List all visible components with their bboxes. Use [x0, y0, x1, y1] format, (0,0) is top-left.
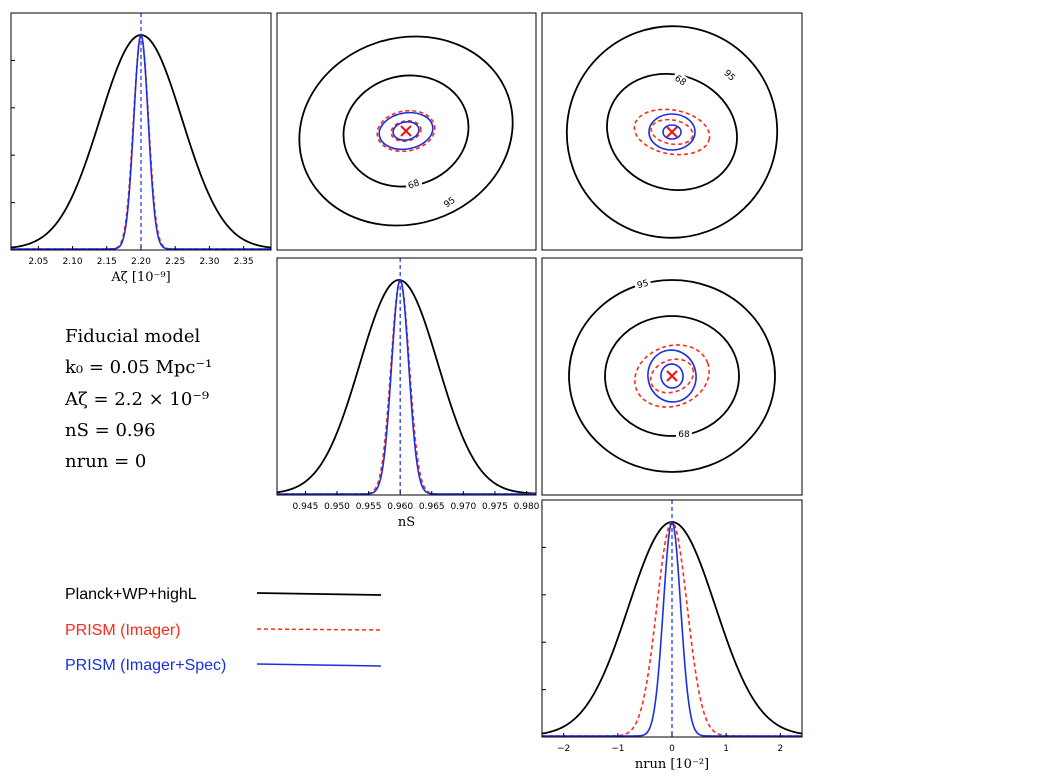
contour-label-95-c-bg — [633, 276, 652, 290]
panel-nrun-vs-ns: 68 95 — [568, 276, 776, 473]
contour-planck-95 — [298, 35, 514, 227]
fiducial-marker-ns-azeta — [400, 125, 412, 137]
frame-ns-azeta — [276, 12, 537, 251]
xtick-label-ns: 0.950 — [324, 502, 350, 512]
series-line-ns-planck — [276, 279, 537, 495]
fiducial-marker-stroke — [666, 126, 678, 138]
contour-label-68-a-bg — [404, 175, 423, 191]
contour-imager-68 — [650, 118, 694, 146]
contour-label-68-c: 68 — [678, 430, 690, 440]
xtick-label-a-zeta: 2.05 — [28, 257, 48, 267]
xtick-label-nrun: 0 — [669, 744, 675, 754]
legend-line-imager — [256, 628, 382, 631]
xlabel-nrun: nrun [10⁻²] — [635, 757, 709, 772]
contour-imager-95 — [633, 108, 711, 156]
fiducial-ns: nS = 0.96 — [65, 420, 156, 441]
xtick-label-a-zeta: 2.30 — [199, 257, 219, 267]
contour-label-95-c: 95 — [636, 279, 650, 292]
contour-planck-68 — [604, 315, 740, 437]
contour-label-95-a-bg — [439, 192, 459, 211]
xlabel-ns: nS — [398, 515, 415, 530]
xtick-label-ns: 0.975 — [482, 502, 508, 512]
contour-label-68-c-bg — [676, 428, 692, 438]
xlabel-a-zeta: Aζ [10⁻⁹] — [110, 270, 170, 285]
panel-a-zeta-marginal: 2.05 2.10 2.15 2.20 2.25 2.30 2.35 Aζ [10⁻⁹] — [10, 13, 272, 285]
contour-planck-95 — [565, 25, 779, 239]
series-line-ns-imager-spec — [277, 279, 536, 495]
contour-imager-spec-95 — [378, 111, 434, 151]
series-line-ns-imager — [277, 279, 536, 495]
legend-label-imager: PRISM (Imager) — [65, 622, 181, 639]
panel-nrun-vs-azeta: 68 95 — [565, 25, 779, 239]
contour-imager-spec-68 — [660, 363, 684, 389]
fiducial-heading: Fiducial model — [65, 326, 200, 347]
xtick-label-a-zeta: 2.25 — [165, 257, 185, 267]
contour-imager-68 — [390, 120, 422, 142]
fiducial-marker-stroke — [400, 125, 412, 137]
xtick-label-ns: 0.970 — [450, 502, 476, 512]
fiducial-nrun: nrun = 0 — [65, 451, 146, 472]
xtick-label-a-zeta: 2.20 — [131, 257, 151, 267]
xtick-label-a-zeta: 2.35 — [234, 257, 254, 267]
contour-label-68-a: 68 — [407, 178, 421, 191]
frame-nrun — [541, 499, 803, 738]
xtick-label-nrun: 2 — [777, 744, 783, 754]
fiducial-marker-stroke — [666, 370, 678, 382]
panel-ns-marginal: 0.945 0.950 0.955 0.960 0.965 0.970 0.975 0.980… — [276, 258, 540, 530]
contour-planck-68 — [606, 72, 738, 192]
contour-imager-spec-95 — [647, 349, 697, 403]
contour-planck-95 — [568, 279, 776, 473]
legend-label-imager-spec: PRISM (Imager+Spec) — [65, 657, 226, 674]
contour-label-95-b-bg — [721, 65, 740, 84]
xtick-label-a-zeta: 2.15 — [97, 257, 117, 267]
xtick-label-nrun: −2 — [557, 744, 570, 754]
xtick-label-nrun: −1 — [611, 744, 624, 754]
fiducial-marker-nrun-ns — [666, 370, 678, 382]
legend-line-imager-spec — [256, 663, 382, 667]
fiducial-a-zeta: Aζ = 2.2 × 10⁻⁹ — [64, 389, 209, 410]
frame-nrun-azeta — [541, 12, 803, 251]
fiducial-model-box: Fiducial model k₀ = 0.05 Mpc⁻¹ Aζ = 2.2 … — [64, 326, 212, 472]
contour-imager-68 — [649, 358, 695, 394]
contour-label-68-b-bg — [671, 70, 691, 89]
frame-ns — [276, 257, 537, 496]
xtick-label-ns: 0.955 — [356, 502, 382, 512]
legend: Planck+WP+highL PRISM (Imager) PRISM (Im… — [65, 586, 382, 674]
contour-imager-spec-68 — [662, 124, 682, 140]
panel-nrun-marginal: −2 −1 0 1 2 nrun [10⁻²] — [541, 500, 803, 772]
frame-nrun-ns — [541, 257, 803, 496]
xtick-label-ns: 0.965 — [419, 502, 445, 512]
legend-line-planck — [256, 592, 382, 596]
xtick-label-ns: 0.960 — [387, 502, 413, 512]
fiducial-k0: k₀ = 0.05 Mpc⁻¹ — [65, 357, 212, 378]
legend-label-planck: Planck+WP+highL — [65, 586, 197, 603]
contour-imager-spec-68 — [392, 121, 420, 141]
xtick-label-a-zeta: 2.10 — [63, 257, 83, 267]
xtick-label-ns: 0.980 — [514, 502, 540, 512]
xtick-label-ns: 0.945 — [293, 502, 319, 512]
contour-imager-95 — [376, 109, 436, 153]
xtick-label-nrun: 1 — [723, 744, 729, 754]
contour-imager-spec-95 — [648, 113, 696, 151]
frame-a-zeta — [10, 12, 272, 251]
fiducial-marker-nrun-azeta — [666, 126, 678, 138]
contour-imager-95 — [634, 344, 710, 408]
